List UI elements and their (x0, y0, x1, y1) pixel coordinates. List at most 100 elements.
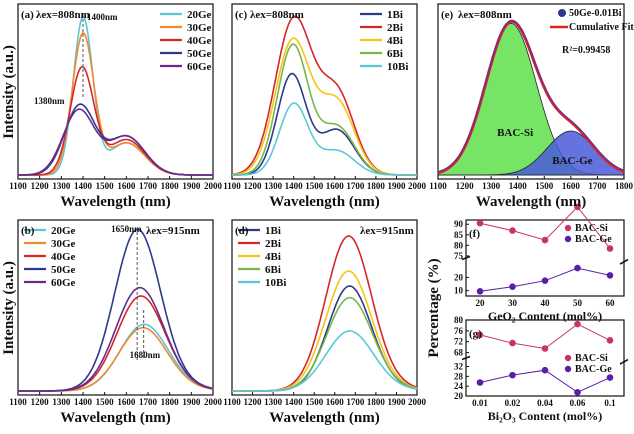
percentage-ylabel: Percentage (%) (426, 258, 442, 357)
panel-e-xtick-label: 1800 (615, 181, 634, 191)
panel-b-xtick-label: 1800 (161, 397, 180, 407)
panel-g-point-BAC-Si (541, 345, 549, 352)
panel-d-xtick-label: 1400 (285, 397, 304, 407)
panel-g-xlabel: Bi₂O₃ Content (mol%) (488, 409, 603, 423)
panel-f-ytick-label: 10 (454, 286, 464, 296)
panel-g-xtick-label: 0.06 (570, 398, 586, 408)
panel-f-point-BAC-Ge (574, 264, 581, 272)
panel-a-excitation: λex=808nm (36, 9, 90, 21)
panel-a-annotation-1380: 1380nm (34, 96, 65, 106)
panel-b-xtick-label: 1400 (74, 397, 93, 407)
panel-d-xtick-label: 1300 (264, 397, 283, 407)
panel-c-xtick-label: 1200 (244, 181, 263, 191)
panel-e-data (437, 19, 625, 172)
panel-e-xtick-label: 1500 (535, 181, 554, 191)
panel-c-legend-label: 2Bi (387, 22, 403, 34)
panel-c-legend-label: 6Bi (387, 48, 403, 60)
panel-c-series-10Bi (232, 102, 417, 176)
panel-f-legend-marker (564, 235, 572, 243)
panel-c-legend-label: 1Bi (387, 9, 403, 21)
panel-b-series-60Ge (18, 286, 214, 392)
panel-e-xtick-label: 1200 (456, 181, 475, 191)
panel-f-point-BAC-Ge (476, 288, 484, 295)
panel-c-legend-label: 10Bi (387, 61, 408, 73)
panel-e-legend-fit: Cumulative Fit Peak (569, 22, 634, 33)
panel-c-xlabel: Wavelength (nm) (269, 194, 379, 210)
panel-b-xtick-label: 1300 (52, 397, 71, 407)
panel-b-legend-label: 60Ge (51, 277, 76, 289)
panel-c-frame (231, 3, 418, 180)
panel-e-legend-data: 50Ge-0.01Bi (569, 8, 622, 19)
panel-d-frame (231, 219, 418, 396)
panel-f-xlabel: GeO₂ Content (mol%) (488, 309, 602, 323)
panel-d-xtick-label: 1600 (326, 397, 345, 407)
panel-f-point-BAC-Si (509, 227, 516, 234)
panel-f-legend-label: BAC-Ge (575, 234, 612, 245)
panel-g-label: (g) (469, 328, 482, 340)
panel-g-legend-marker (564, 354, 572, 362)
panel-a-xtick-label: 1800 (161, 181, 180, 191)
panel-f-point-BAC-Ge (606, 272, 614, 279)
panel-f-ytick-label: 20 (454, 272, 464, 282)
panel-b-excitation: λex=915nm (146, 225, 200, 237)
panel-d-xtick-label: 1200 (244, 397, 263, 407)
panel-e-xtick-label: 1400 (509, 181, 528, 191)
panel-f-point-BAC-Ge (541, 277, 549, 285)
panel-a-legend-label: 60Ge (187, 61, 212, 73)
panel-g-ytick-label: 68 (454, 348, 464, 358)
panel-e-label-ge: BAC-Ge (552, 155, 592, 167)
panel-d-legend-label: 6Bi (265, 264, 281, 276)
panel-b-label: (b) (21, 225, 35, 237)
panel-g-legend-label: BAC-Ge (575, 364, 612, 375)
panel-d-legend-label: 10Bi (265, 277, 286, 289)
panel-e-xtick-label: 1600 (562, 181, 581, 191)
panel-a-xtick-label: 1400 (74, 181, 93, 191)
panel-e-xtick-label: 1100 (429, 181, 447, 191)
panel-b-annotation-1650: 1650nm (111, 224, 142, 234)
panel-e-xtick-label: 1300 (482, 181, 501, 191)
panel-d-legend-label: 1Bi (265, 225, 281, 237)
panel-d-series-6Bi (232, 296, 418, 392)
panel-b-legend-label: 50Ge (51, 264, 76, 276)
panel-g-ytick-label: 20 (454, 391, 464, 401)
panel-b-xtick-label: 1600 (117, 397, 136, 407)
panel-f-point-BAC-Si (606, 245, 614, 252)
panel-e-xtick-label: 1700 (588, 181, 607, 191)
panel-c-xtick-label: 1500 (305, 181, 324, 191)
panel-f-ytick-label: 75 (454, 251, 464, 261)
panel-g-point-BAC-Ge (574, 389, 581, 396)
panel-e-excitation: λex=808nm (458, 9, 512, 21)
panel-c-label: (c) (235, 9, 248, 21)
panel-g-ytick-label: 24 (454, 381, 464, 391)
panel-e-legend-marker (558, 9, 566, 17)
panel-c-xtick-label: 1800 (367, 181, 386, 191)
panel-f-ytick-label: 80 (454, 240, 464, 250)
panel-f-point-BAC-Si (574, 203, 581, 211)
panel-d-legend-label: 2Bi (265, 238, 281, 250)
panel-a-legend-label: 50Ge (187, 48, 212, 60)
panel-f-axis-break (619, 258, 629, 265)
panel-f-ytick-label: 90 (454, 219, 464, 229)
panel-g-xtick-label: 0.01 (472, 398, 488, 408)
panel-a-xtick-label: 1900 (182, 181, 201, 191)
panel-b-frame (17, 219, 214, 396)
panel-a-xtick-label: 1600 (117, 181, 136, 191)
panel-c-xtick-label: 1100 (223, 181, 241, 191)
panel-a-xtick-label: 1500 (96, 181, 115, 191)
panel-c-xtick-label: 1700 (346, 181, 365, 191)
panel-c-legend-label: 4Bi (387, 35, 403, 47)
panel-f-legend-label: BAC-Si (575, 223, 608, 234)
panel-f-axis-break (461, 255, 471, 261)
panel-d-xtick-label: 1500 (305, 397, 324, 407)
panel-c-xtick-label: 1900 (387, 181, 406, 191)
panel-a-series-40Ge (18, 65, 213, 176)
panel-a-legend-label: 30Ge (187, 22, 212, 34)
panel-b-xtick-label: 1500 (96, 397, 115, 407)
panel-d-xtick-label: 1100 (223, 397, 241, 407)
panel-d-xtick-label: 1900 (387, 397, 406, 407)
panel-g-ytick-label: 72 (454, 337, 464, 347)
panel-b-ylabel: Intensity (a.u.) (1, 261, 17, 355)
panel-a-xtick-label: 2000 (204, 181, 223, 191)
panel-e-legend-r2: R²=0.99458 (562, 45, 610, 56)
